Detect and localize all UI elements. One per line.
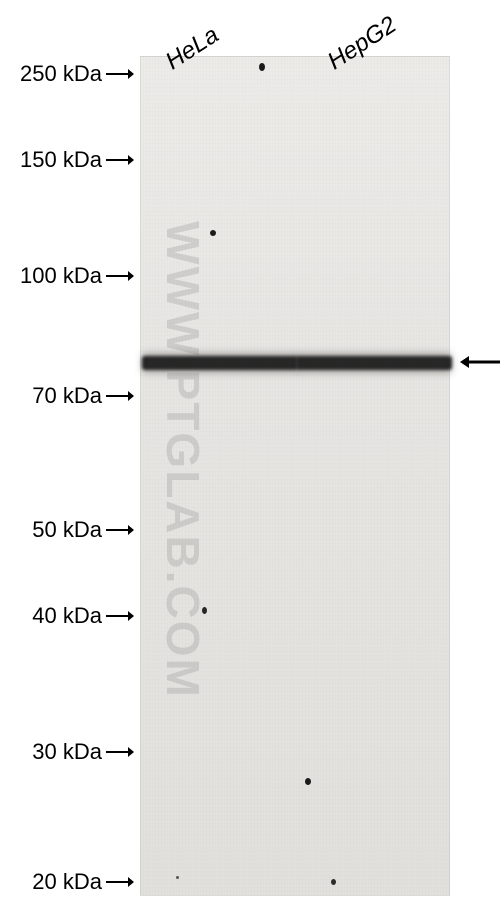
mw-marker: 250 kDa: [20, 61, 134, 87]
arrow-right-icon: [106, 522, 134, 538]
arrow-right-icon: [106, 608, 134, 624]
arrow-right-icon: [106, 268, 134, 284]
blot-speck: [202, 607, 207, 614]
mw-marker-label: 30 kDa: [32, 739, 102, 765]
mw-marker: 40 kDa: [32, 603, 134, 629]
arrow-right-icon: [106, 744, 134, 760]
mw-marker-label: 250 kDa: [20, 61, 102, 87]
mw-marker: 150 kDa: [20, 147, 134, 173]
arrow-right-icon: [106, 66, 134, 82]
band-indicator-arrow: [460, 353, 500, 376]
protein-band: [296, 353, 452, 373]
watermark-text: WWW.PTGLAB.COM: [156, 221, 210, 699]
watermark: WWW.PTGLAB.COM: [148, 80, 218, 840]
mw-marker-label: 40 kDa: [32, 603, 102, 629]
mw-marker: 20 kDa: [32, 869, 134, 895]
arrow-right-icon: [106, 388, 134, 404]
mw-marker-label: 70 kDa: [32, 383, 102, 409]
blot-speck: [176, 876, 179, 879]
mw-marker-label: 50 kDa: [32, 517, 102, 543]
blot-speck: [259, 63, 265, 71]
arrow-left-icon: [460, 353, 500, 371]
blot-speck: [331, 879, 336, 885]
western-blot-figure: 250 kDa 150 kDa 100 kDa 70 kDa 50 kDa 40 kDa 3…: [0, 0, 500, 903]
arrow-right-icon: [106, 152, 134, 168]
mw-marker: 70 kDa: [32, 383, 134, 409]
mw-marker-label: 20 kDa: [32, 869, 102, 895]
mw-marker: 100 kDa: [20, 263, 134, 289]
blot-speck: [305, 778, 311, 785]
blot-speck: [210, 230, 216, 236]
mw-marker-label: 150 kDa: [20, 147, 102, 173]
protein-band: [142, 353, 298, 373]
mw-marker-label: 100 kDa: [20, 263, 102, 289]
arrow-right-icon: [106, 874, 134, 890]
molecular-weight-ladder: 250 kDa 150 kDa 100 kDa 70 kDa 50 kDa 40 kDa 3…: [0, 0, 140, 903]
mw-marker: 50 kDa: [32, 517, 134, 543]
mw-marker: 30 kDa: [32, 739, 134, 765]
